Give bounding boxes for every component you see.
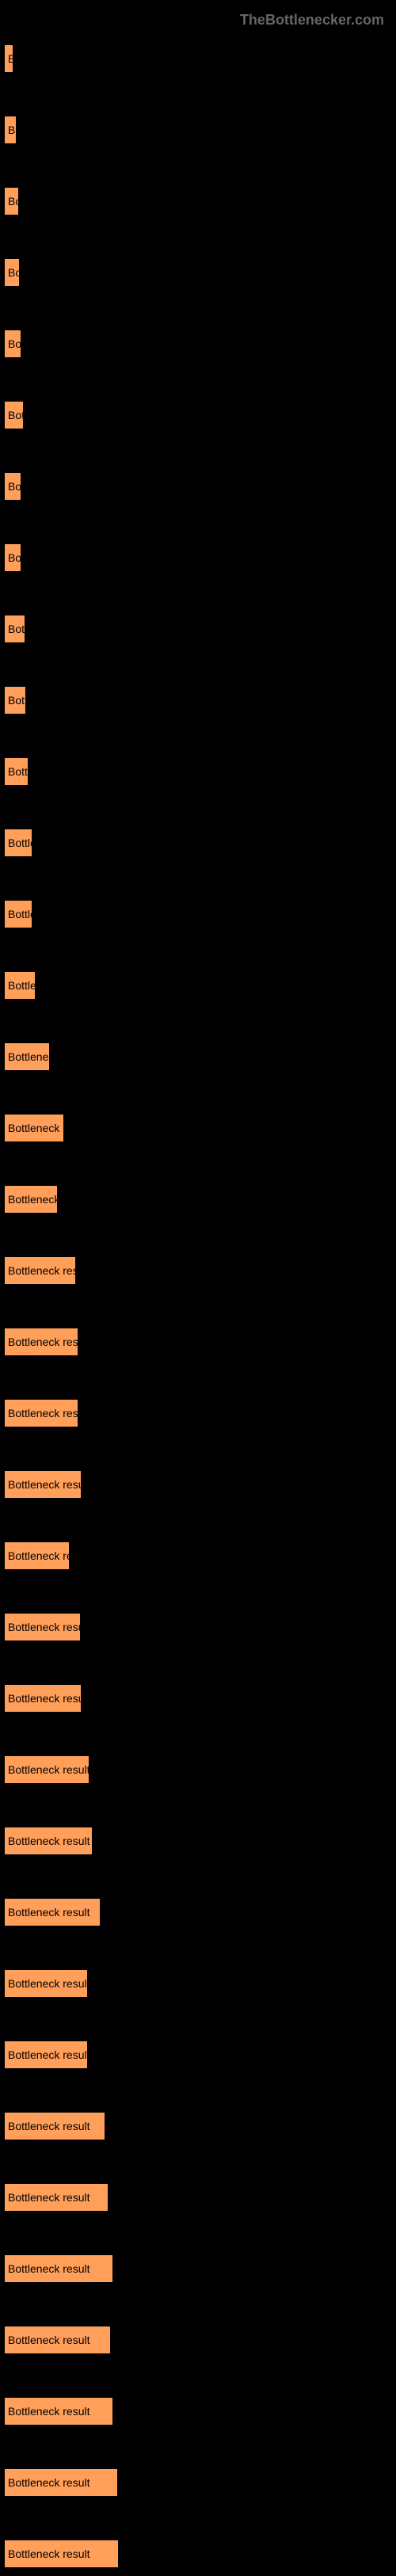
bottleneck-bar: Bott [4,686,26,714]
bottleneck-bar: Bottleneck res [4,1114,64,1142]
bottleneck-bar: Bottlen [4,971,36,1000]
bottleneck-bar: Bo [4,543,21,572]
bottleneck-bar: Bo [4,116,17,144]
bottleneck-bar: Bottleneck result [4,1613,81,1641]
site-header: TheBottlenecker.com [0,8,396,44]
bottleneck-bar: Bottleneck resu [4,1541,70,1570]
bar-row: Bott [4,686,392,714]
bar-row: Bo [4,116,392,144]
bar-row: Bottl [4,757,392,786]
bottleneck-bar: Bottleneck result [4,1684,82,1713]
bottleneck-bar: B [4,44,13,73]
bar-row: Bottleneck result [4,1827,392,1855]
bottleneck-bar: Bottleneck result [4,2468,118,2497]
bar-row: Bottleneck result [4,1470,392,1499]
bar-row: Bo [4,330,392,358]
bar-row: Bottleneck result [4,2468,392,2497]
bar-row: Bottleneck result [4,1898,392,1926]
bar-row: Bottleneck result [4,1684,392,1713]
bar-row: Bottleneck result [4,1256,392,1285]
bottleneck-bar: Bottleneck result [4,1827,93,1855]
bottleneck-bar: Bottleneck result [4,2326,111,2354]
bar-row: Bo [4,543,392,572]
bar-row: B [4,44,392,73]
bottleneck-bar: Bottl [4,757,29,786]
bar-row: Bottlen [4,971,392,1000]
bar-row: Bottleneck result [4,2183,392,2212]
bottleneck-bar: Bott [4,615,25,643]
bottleneck-bar: Bottle [4,900,32,928]
bottleneck-bar: Bottleneck result [4,2540,119,2568]
bar-row: Bottleneck result [4,1969,392,1998]
bar-row: Bottleneck result [4,1328,392,1356]
bottleneck-bar: Bottleneck result [4,1969,88,1998]
bottleneck-bar: Bottleneck result [4,2112,105,2140]
bar-row: Bottleneck result [4,1613,392,1641]
bottleneck-bar: Bottleneck [4,1042,50,1071]
bar-row: Bott [4,615,392,643]
bottleneck-bar: Bo [4,330,21,358]
bar-row: Bo [4,472,392,501]
bar-row: Bottle [4,900,392,928]
bottleneck-bar: Bottleneck result [4,1328,78,1356]
bottleneck-bar: Bottleneck result [4,2041,88,2069]
bottleneck-bar: Bottleneck result [4,2183,109,2212]
bottleneck-bar: Bottleneck result [4,1256,76,1285]
bottleneck-bar: Bottle [4,829,32,857]
bar-row: Bottleneck res [4,1114,392,1142]
bar-row: Bottleneck result [4,2540,392,2568]
bar-row: Bottleneck result [4,1755,392,1784]
bottleneck-bar-chart: B Bo Bo Bo Bo Bot Bo Bo Bott Bott Bottl Bottle Bottl… [0,44,396,2568]
bar-row: Bottleneck [4,1042,392,1071]
bottleneck-bar: Bo [4,258,20,287]
bar-row: Bottleneck result [4,2112,392,2140]
bottleneck-bar: Bo [4,187,19,215]
bar-row: Bottleneck result [4,2041,392,2069]
bottleneck-bar: Bottleneck result [4,1755,89,1784]
bar-row: Bottleneck r [4,1185,392,1214]
bottleneck-bar: Bo [4,472,21,501]
bar-row: Bottleneck result [4,2326,392,2354]
bar-row: Bottleneck result [4,2254,392,2283]
bottleneck-bar: Bottleneck result [4,1470,82,1499]
bar-row: Bo [4,258,392,287]
bottleneck-bar: Bottleneck r [4,1185,58,1214]
bar-row: Bottleneck result [4,2397,392,2425]
bar-row: Bo [4,187,392,215]
bar-row: Bottle [4,829,392,857]
bar-row: Bot [4,401,392,429]
bottleneck-bar: Bot [4,401,24,429]
bottleneck-bar: Bottleneck result [4,1898,101,1926]
bottleneck-bar: Bottleneck result [4,1399,78,1427]
bar-row: Bottleneck resu [4,1541,392,1570]
bottleneck-bar: Bottleneck result [4,2254,113,2283]
bar-row: Bottleneck result [4,1399,392,1427]
bottleneck-bar: Bottleneck result [4,2397,113,2425]
